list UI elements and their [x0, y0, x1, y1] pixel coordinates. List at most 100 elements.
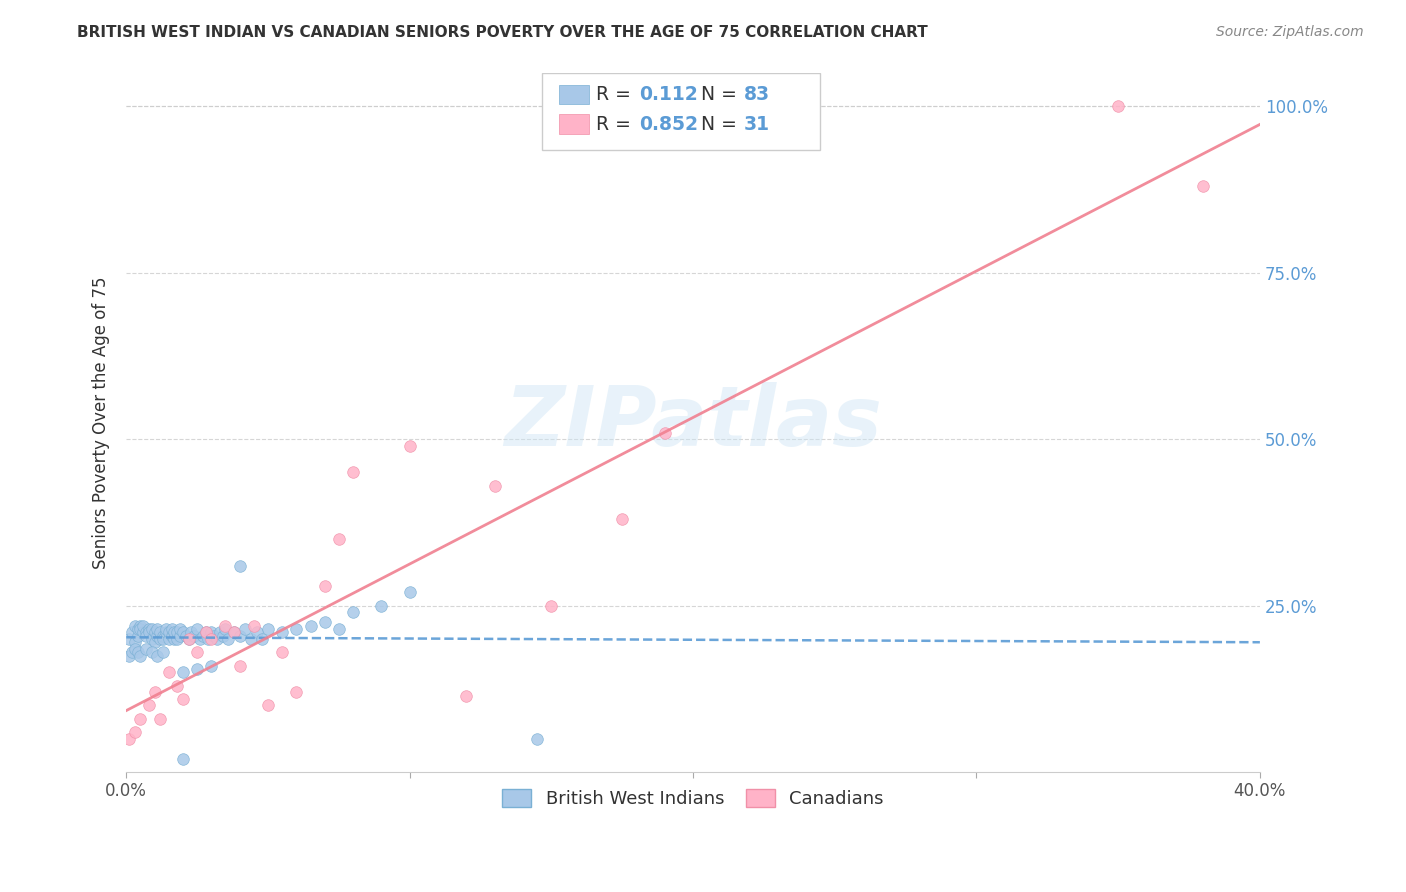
Point: [152, 629, 174, 643]
Point: [654, 425, 676, 440]
Point: [456, 689, 478, 703]
Point: [138, 698, 160, 713]
Point: [172, 752, 194, 766]
Point: [135, 625, 157, 640]
Point: [135, 641, 157, 656]
Point: [191, 629, 214, 643]
Point: [342, 466, 364, 480]
Point: [143, 635, 166, 649]
Point: [526, 731, 548, 746]
Point: [141, 632, 163, 646]
Point: [222, 625, 245, 640]
Point: [186, 662, 208, 676]
Point: [1192, 179, 1215, 194]
Point: [257, 622, 280, 636]
Point: [200, 658, 222, 673]
Text: BRITISH WEST INDIAN VS CANADIAN SENIORS POVERTY OVER THE AGE OF 75 CORRELATION C: BRITISH WEST INDIAN VS CANADIAN SENIORS …: [77, 25, 928, 40]
Point: [186, 622, 208, 636]
Text: R =: R =: [596, 114, 637, 134]
Point: [257, 698, 280, 713]
Point: [299, 618, 322, 632]
Point: [152, 645, 174, 659]
Point: [314, 615, 336, 630]
Point: [271, 645, 294, 659]
Point: [328, 622, 350, 636]
Point: [200, 632, 222, 646]
Point: [129, 622, 152, 636]
Point: [127, 629, 149, 643]
Point: [217, 632, 239, 646]
Point: [285, 685, 308, 699]
Point: [129, 618, 152, 632]
Point: [124, 618, 146, 632]
Point: [197, 632, 219, 646]
Point: [205, 632, 228, 646]
Point: [202, 629, 225, 643]
Point: [246, 625, 269, 640]
Point: [157, 665, 180, 680]
Point: [146, 629, 169, 643]
Point: [166, 632, 188, 646]
Point: [124, 725, 146, 739]
Point: [141, 622, 163, 636]
Point: [155, 625, 177, 640]
Point: [314, 579, 336, 593]
Point: [132, 618, 155, 632]
Point: [160, 622, 183, 636]
Point: [118, 648, 141, 663]
Point: [169, 622, 191, 636]
Point: [484, 479, 506, 493]
Point: [540, 599, 562, 613]
Point: [141, 645, 163, 659]
Point: [222, 625, 245, 640]
Point: [214, 622, 236, 636]
Text: R =: R =: [596, 85, 637, 104]
Bar: [560, 85, 589, 104]
Point: [252, 632, 274, 646]
Point: [186, 645, 208, 659]
Point: [132, 625, 155, 640]
Point: [1107, 99, 1129, 113]
Text: N =: N =: [689, 85, 742, 104]
Point: [152, 632, 174, 646]
Legend: British West Indians, Canadians: British West Indians, Canadians: [495, 781, 891, 815]
Point: [127, 645, 149, 659]
Point: [194, 625, 217, 640]
Point: [183, 629, 205, 643]
Point: [166, 679, 188, 693]
Point: [157, 625, 180, 640]
Y-axis label: Seniors Poverty Over the Age of 75: Seniors Poverty Over the Age of 75: [93, 277, 110, 569]
Point: [228, 629, 250, 643]
Point: [208, 625, 231, 640]
Point: [243, 618, 266, 632]
Point: [160, 629, 183, 643]
Text: 31: 31: [744, 114, 770, 134]
Point: [138, 622, 160, 636]
Point: [342, 605, 364, 619]
Point: [285, 622, 308, 636]
Point: [157, 632, 180, 646]
Point: [172, 665, 194, 680]
Point: [121, 625, 143, 640]
Point: [124, 641, 146, 656]
Point: [146, 622, 169, 636]
Point: [177, 632, 200, 646]
Point: [146, 648, 169, 663]
Point: [398, 585, 420, 599]
Text: N =: N =: [689, 114, 742, 134]
Point: [200, 625, 222, 640]
Point: [118, 731, 141, 746]
Point: [166, 625, 188, 640]
Point: [155, 622, 177, 636]
Point: [124, 635, 146, 649]
Point: [233, 622, 256, 636]
Point: [172, 625, 194, 640]
Point: [370, 599, 392, 613]
Point: [240, 632, 263, 646]
Point: [211, 629, 233, 643]
Point: [129, 648, 152, 663]
Point: [228, 658, 250, 673]
Text: 0.112: 0.112: [638, 85, 697, 104]
Text: 83: 83: [744, 85, 770, 104]
Point: [398, 439, 420, 453]
